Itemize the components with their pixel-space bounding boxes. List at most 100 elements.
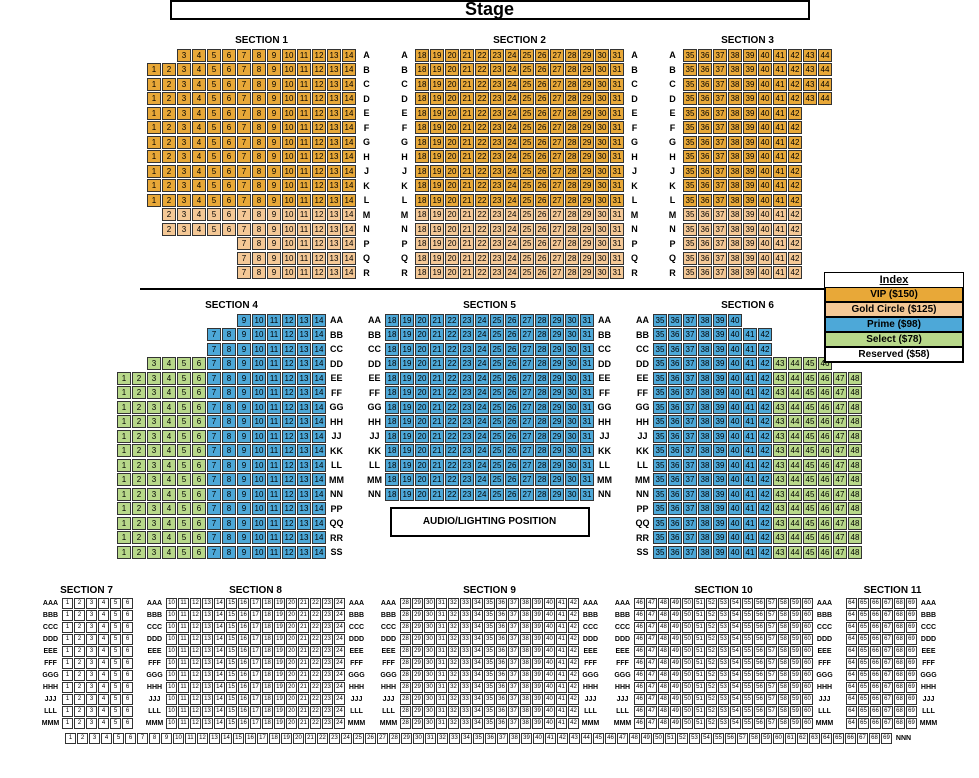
seat[interactable]: 54 (730, 718, 741, 729)
seat[interactable]: 20 (415, 343, 429, 356)
seat[interactable]: 25 (520, 237, 534, 250)
seat[interactable]: 20 (415, 473, 429, 486)
seat[interactable]: 34 (472, 658, 483, 669)
seat[interactable]: 6 (192, 357, 206, 370)
seat[interactable]: 11 (267, 459, 281, 472)
seat[interactable]: 28 (535, 343, 549, 356)
seat[interactable]: 15 (226, 622, 237, 633)
seat[interactable]: 30 (424, 658, 435, 669)
seat[interactable]: 56 (725, 733, 736, 744)
seat[interactable]: 39 (532, 706, 543, 717)
seat[interactable]: 21 (460, 252, 474, 265)
seat[interactable]: 20 (286, 622, 297, 633)
seat[interactable]: 10 (282, 266, 296, 279)
seat[interactable]: 56 (754, 598, 765, 609)
seat[interactable]: 38 (698, 488, 712, 501)
seat[interactable]: 28 (565, 92, 579, 105)
seat[interactable]: 11 (267, 531, 281, 544)
seat[interactable]: 35 (683, 121, 697, 134)
seat[interactable]: 14 (342, 165, 356, 178)
seat[interactable]: 20 (445, 237, 459, 250)
seat[interactable]: 36 (496, 718, 507, 729)
seat[interactable]: 7 (207, 430, 221, 443)
seat[interactable]: 22 (317, 733, 328, 744)
seat[interactable]: 65 (858, 598, 869, 609)
seat[interactable]: 14 (312, 531, 326, 544)
seat[interactable]: 8 (252, 223, 266, 236)
seat[interactable]: 39 (713, 314, 727, 327)
seat[interactable]: 21 (460, 194, 474, 207)
seat[interactable]: 28 (565, 252, 579, 265)
seat[interactable]: 20 (445, 92, 459, 105)
seat[interactable]: 37 (713, 92, 727, 105)
seat[interactable]: 24 (505, 150, 519, 163)
seat[interactable]: 18 (415, 63, 429, 76)
seat[interactable]: 32 (448, 622, 459, 633)
seat[interactable]: 15 (233, 733, 244, 744)
seat[interactable]: 49 (670, 706, 681, 717)
seat[interactable]: 14 (342, 179, 356, 192)
seat[interactable]: 1 (62, 718, 73, 729)
seat[interactable]: 6 (192, 372, 206, 385)
seat[interactable]: 26 (505, 372, 519, 385)
seat[interactable]: 30 (595, 150, 609, 163)
seat[interactable]: 31 (580, 473, 594, 486)
seat[interactable]: 24 (505, 107, 519, 120)
seat[interactable]: 28 (565, 78, 579, 91)
seat[interactable]: 3 (177, 136, 191, 149)
seat[interactable]: 47 (646, 646, 657, 657)
seat[interactable]: 5 (207, 78, 221, 91)
seat[interactable]: 11 (267, 357, 281, 370)
seat[interactable]: 14 (312, 546, 326, 559)
seat[interactable]: 42 (568, 718, 579, 729)
seat[interactable]: 31 (425, 733, 436, 744)
seat[interactable]: 44 (788, 517, 802, 530)
seat[interactable]: 3 (147, 531, 161, 544)
seat[interactable]: 49 (670, 658, 681, 669)
seat[interactable]: 13 (297, 415, 311, 428)
seat[interactable]: 11 (297, 179, 311, 192)
seat[interactable]: 38 (698, 357, 712, 370)
seat[interactable]: 21 (430, 444, 444, 457)
seat[interactable]: 34 (472, 718, 483, 729)
seat[interactable]: 12 (312, 208, 326, 221)
seat[interactable]: 11 (178, 694, 189, 705)
seat[interactable]: 3 (86, 610, 97, 621)
seat[interactable]: 64 (846, 622, 857, 633)
seat[interactable]: 20 (415, 459, 429, 472)
seat[interactable]: 6 (222, 194, 236, 207)
seat[interactable]: 4 (162, 459, 176, 472)
seat[interactable]: 51 (694, 706, 705, 717)
seat[interactable]: 29 (550, 444, 564, 457)
seat[interactable]: 5 (177, 430, 191, 443)
seat[interactable]: 24 (475, 314, 489, 327)
seat[interactable]: 35 (653, 357, 667, 370)
seat[interactable]: 38 (698, 401, 712, 414)
seat[interactable]: 45 (803, 531, 817, 544)
seat[interactable]: 23 (490, 237, 504, 250)
seat[interactable]: 42 (788, 107, 802, 120)
seat[interactable]: 23 (490, 107, 504, 120)
seat[interactable]: 20 (445, 194, 459, 207)
seat[interactable]: 35 (484, 694, 495, 705)
seat[interactable]: 36 (698, 194, 712, 207)
seat[interactable]: 38 (520, 658, 531, 669)
seat[interactable]: 28 (535, 357, 549, 370)
seat[interactable]: 47 (646, 694, 657, 705)
seat[interactable]: 37 (713, 194, 727, 207)
seat[interactable]: 62 (797, 733, 808, 744)
seat[interactable]: 64 (846, 646, 857, 657)
seat[interactable]: 38 (728, 49, 742, 62)
seat[interactable]: 24 (505, 78, 519, 91)
seat[interactable]: 37 (713, 165, 727, 178)
seat[interactable]: 9 (267, 223, 281, 236)
seat[interactable]: 24 (334, 622, 345, 633)
seat[interactable]: 7 (207, 372, 221, 385)
seat[interactable]: 23 (490, 121, 504, 134)
seat[interactable]: 43 (773, 430, 787, 443)
seat[interactable]: 19 (274, 598, 285, 609)
seat[interactable]: 6 (222, 49, 236, 62)
seat[interactable]: 39 (743, 194, 757, 207)
seat[interactable]: 64 (846, 610, 857, 621)
seat[interactable]: 23 (322, 694, 333, 705)
